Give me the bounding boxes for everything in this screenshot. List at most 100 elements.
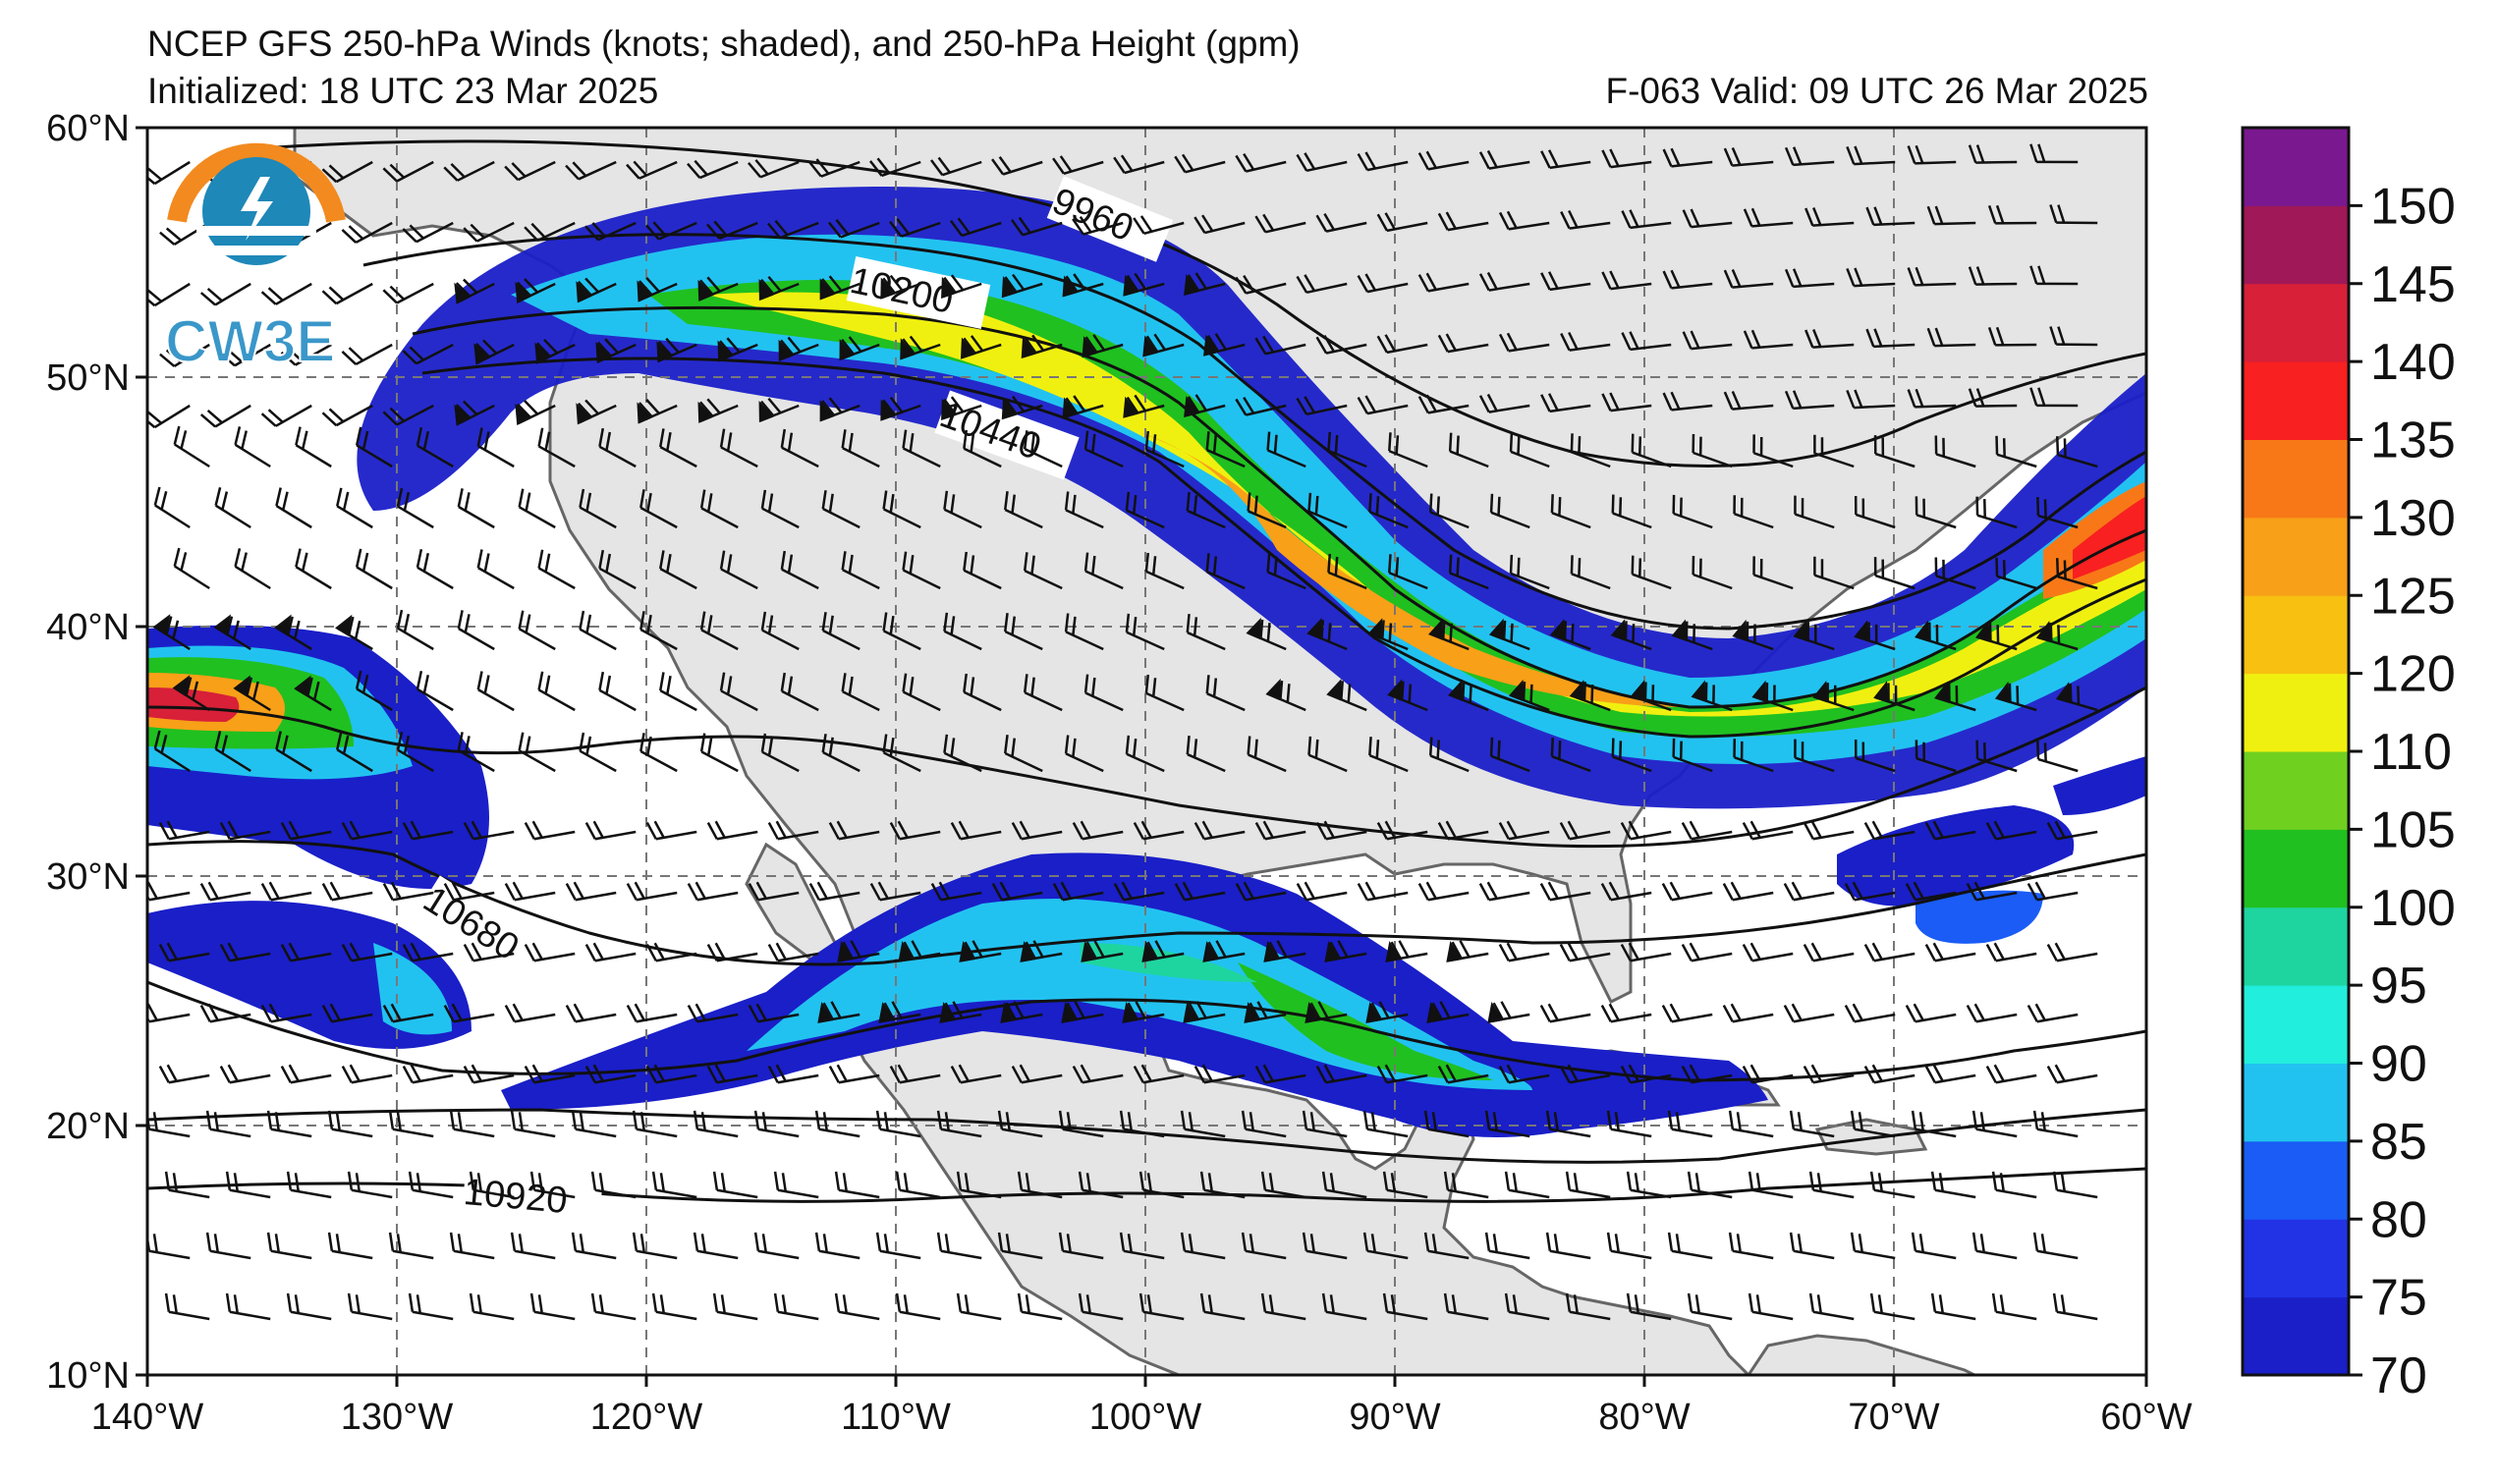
wind-barb [959, 940, 1002, 962]
wind-barb [1865, 328, 1915, 349]
wind-barb [882, 612, 921, 651]
cw3e-logo: CW3E [164, 142, 346, 375]
wind-barb [1865, 206, 1915, 227]
wind-barb [1621, 331, 1672, 352]
wind-barb [1119, 1110, 1165, 1138]
wind-barb [895, 1171, 941, 1199]
wind-barb [1667, 1110, 1713, 1138]
colorbar-label: 120 [2370, 646, 2456, 703]
wind-barb [1498, 332, 1550, 353]
north-america-land [293, 128, 2146, 1375]
wind-barb [260, 282, 312, 305]
wind-barb [1794, 495, 1835, 529]
wind-barb [1122, 1001, 1165, 1023]
wind-barb [828, 820, 880, 841]
wind-barb [929, 156, 982, 177]
wind-barb [639, 611, 678, 651]
wind-barb [808, 881, 860, 902]
wind-barb [1966, 1003, 2018, 1023]
wind-barb [902, 551, 941, 590]
wind-barb [219, 1064, 271, 1084]
wind-barb [1235, 274, 1287, 295]
wind-barb [234, 426, 271, 468]
wind-barb [396, 731, 434, 773]
wind-barb [1540, 149, 1591, 170]
wind-barb [1324, 940, 1367, 962]
wind-barb [1968, 388, 2018, 408]
wind-barb [537, 549, 576, 590]
wind-barb [1315, 212, 1367, 233]
wind-barb [1846, 145, 1896, 166]
wind-barb [1752, 434, 1794, 468]
wind-barb [1478, 881, 1530, 902]
wind-barb [1241, 1110, 1287, 1138]
wind-barb [1417, 272, 1470, 293]
wind-barb [1728, 1232, 1774, 1260]
wind-barb [1630, 680, 1672, 712]
wind-barb [1062, 273, 1104, 298]
wind-barbs [147, 143, 2098, 1321]
wind-barb [1661, 1003, 1713, 1023]
wind-barb [645, 820, 697, 841]
wind-barb [1321, 1292, 1367, 1321]
wind-barb [1783, 881, 1835, 902]
wind-barb [1487, 1001, 1530, 1023]
wind-barb [1672, 738, 1713, 773]
wind-barb [584, 221, 637, 242]
wind-barb [658, 428, 697, 468]
wind-barb [1011, 216, 1063, 237]
wind-barb [1000, 1001, 1043, 1023]
wind-barb [1326, 679, 1367, 712]
wind-barb [1437, 820, 1489, 841]
wind-barb [645, 942, 697, 962]
wind-barb [295, 426, 332, 468]
wind-barb [1504, 1292, 1550, 1321]
wind-barb [839, 336, 880, 361]
wind-barb [1995, 557, 2037, 590]
wind-barb [1742, 820, 1794, 841]
wind-barb [1991, 1171, 2037, 1199]
wind-barb [1930, 1171, 1976, 1199]
wind-barb [537, 671, 576, 712]
wind-barb [1199, 1292, 1246, 1321]
wind-barb [837, 940, 880, 962]
wind-barb [275, 731, 312, 773]
wind-barb [1296, 881, 1348, 902]
wind-barb [1915, 496, 1957, 529]
wind-barb [1082, 334, 1124, 358]
wind-barb [463, 1064, 515, 1084]
wind-barb [1498, 820, 1550, 841]
wind-barb [1565, 1292, 1611, 1321]
wind-barb [888, 218, 941, 238]
wind-barb [1681, 820, 1733, 841]
wind-barb [1081, 940, 1124, 962]
wind-barb [930, 881, 982, 902]
wind-barb [275, 487, 312, 529]
wind-barb [900, 335, 941, 360]
wind-barb [1247, 736, 1287, 773]
wind-barb [1733, 739, 1774, 773]
wind-barb [1119, 1232, 1165, 1260]
wind-barb [1600, 881, 1652, 902]
wind-barb [758, 275, 800, 302]
wind-barb [598, 549, 637, 590]
wind-barb [1681, 942, 1733, 962]
wind-barb [1023, 552, 1063, 590]
wind-barb [1869, 1171, 1915, 1199]
wind-barb [760, 489, 800, 529]
wind-barb [1692, 556, 1733, 590]
wind-barb [748, 159, 800, 179]
wind-barb [1732, 619, 1774, 651]
wind-barb [1001, 395, 1043, 420]
wind-barb [341, 942, 393, 962]
wind-barb [164, 1171, 210, 1199]
wind-barb [347, 1292, 393, 1321]
wind-barb [1484, 1110, 1530, 1138]
wind-barb [1266, 431, 1306, 468]
wind-barb [1971, 1110, 2018, 1138]
wind-barb [1263, 940, 1306, 962]
wind-barb [172, 675, 210, 712]
wind-barb [1023, 674, 1063, 712]
wind-barb [780, 428, 819, 468]
lon-label-100w: 100°W [1089, 1397, 1202, 1438]
